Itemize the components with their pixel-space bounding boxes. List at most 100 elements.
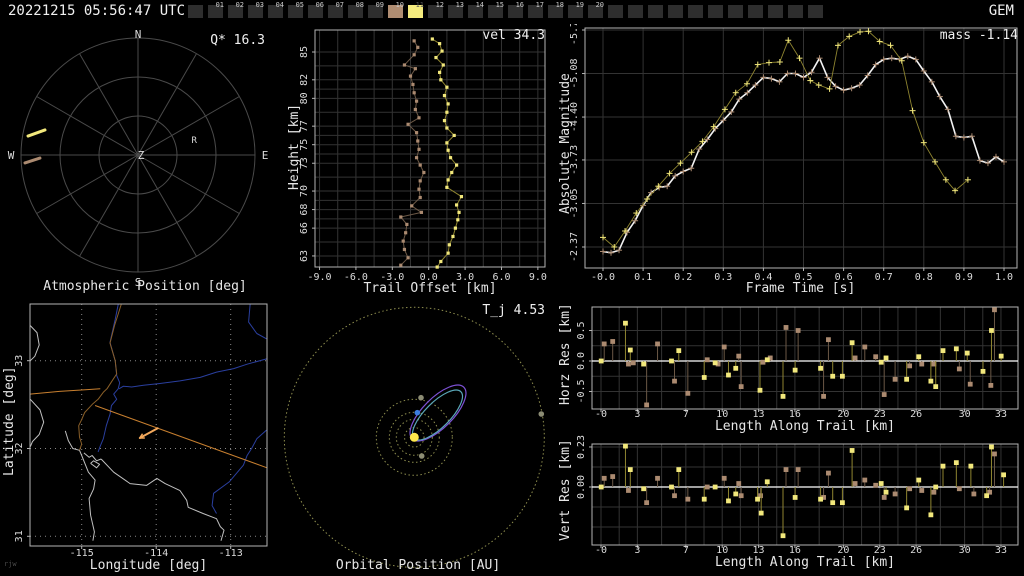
frame-number: 04 — [275, 1, 284, 9]
data-point — [715, 361, 721, 367]
data-point — [445, 185, 449, 189]
data-point — [736, 353, 742, 359]
tick-label: 0.5 — [794, 272, 812, 283]
frame-slot-blank[interactable] — [728, 5, 743, 18]
radiant-marker: R — [191, 136, 197, 146]
tick-label: 20 — [837, 545, 849, 556]
data-point — [931, 361, 937, 367]
data-point — [933, 384, 939, 390]
frame-slot-02[interactable]: 02 — [228, 1, 244, 18]
frame-slot-05[interactable]: 05 — [288, 1, 304, 18]
tick-label: 7 — [683, 545, 689, 556]
frame-slot-07[interactable]: 07 — [328, 1, 344, 18]
frame-slot-blank[interactable] — [708, 5, 723, 18]
data-point — [892, 376, 898, 382]
data-point — [412, 91, 416, 95]
frame-slot-10[interactable]: 10 — [388, 1, 404, 18]
tick-label: -6.0 — [344, 272, 368, 283]
data-point — [919, 361, 925, 367]
rivers — [248, 304, 267, 340]
data-point — [418, 179, 422, 183]
frame-slot-16[interactable]: 16 — [508, 1, 524, 18]
frame-slot-20[interactable]: 20 — [588, 1, 604, 18]
tick-label: W — [8, 149, 15, 162]
data-point — [916, 354, 922, 360]
tick-label: 1.0 — [995, 272, 1013, 283]
data-point — [892, 491, 898, 497]
frame-slot-14[interactable]: 14 — [468, 1, 484, 18]
data-point — [862, 344, 868, 350]
data-point — [448, 156, 453, 160]
data-point — [852, 481, 858, 486]
tick-label: 16 — [789, 409, 801, 420]
data-point — [442, 93, 447, 98]
camera-11-lightcurve — [600, 28, 971, 250]
frame-slot-blank[interactable] — [648, 5, 663, 18]
data-point — [764, 357, 770, 363]
rivers — [97, 304, 267, 514]
tick-label: S — [135, 276, 142, 289]
data-point — [598, 358, 604, 364]
frame-slot-01[interactable]: 01 — [208, 1, 224, 18]
data-point — [940, 348, 946, 354]
frame-slot-blank[interactable] — [628, 5, 643, 18]
data-point — [733, 365, 739, 371]
data-point — [454, 163, 459, 167]
frame-number: 17 — [535, 1, 544, 9]
frame-number: 08 — [355, 1, 364, 9]
frame-slot-blank[interactable] — [748, 5, 763, 18]
frame-slot-12[interactable]: 12 — [428, 1, 444, 18]
data-point — [408, 74, 413, 78]
data-point — [984, 493, 990, 499]
data-point — [414, 99, 419, 103]
data-point — [987, 489, 993, 495]
frame-slot-04[interactable]: 04 — [268, 1, 284, 18]
tick-label: N — [135, 28, 142, 41]
data-point — [457, 210, 461, 214]
frame-number: 12 — [435, 1, 444, 9]
tick-label: 0.3 — [714, 272, 732, 283]
data-point — [736, 481, 742, 486]
frame-slot-blank[interactable] — [688, 5, 703, 18]
frame-slot-08[interactable]: 08 — [348, 1, 364, 18]
data-point — [904, 376, 910, 382]
tick-label: 10 — [716, 545, 728, 556]
longitude-xlabel: Longitude [deg] — [89, 558, 208, 573]
frame-slot-blank[interactable] — [808, 5, 823, 18]
frame-slot-15[interactable]: 15 — [488, 1, 504, 18]
tick-label: 0.0 — [576, 352, 587, 370]
data-point — [685, 496, 691, 502]
data-point — [953, 460, 959, 466]
coastline — [100, 458, 225, 541]
frame-slot-19[interactable]: 19 — [568, 1, 584, 18]
frame-slot-blank[interactable] — [668, 5, 683, 18]
data-point — [610, 474, 616, 479]
data-point — [446, 148, 450, 152]
frame-slot-blank[interactable] — [788, 5, 803, 18]
data-point — [601, 341, 607, 347]
frame-selector-strip: 01 02 03 04 05 06 07 08 09 10 11 12 13 14 15 16 17 18 19 20 — [188, 1, 828, 21]
tick-label: -3.0 — [380, 272, 404, 283]
frame-slot-blank[interactable] — [608, 5, 623, 18]
data-point — [405, 222, 409, 227]
velocity-value: vel 34.3 — [482, 28, 545, 43]
tick-label: -113 — [219, 548, 243, 559]
tick-label: 13 — [753, 545, 765, 556]
data-point — [738, 493, 744, 499]
rivers — [118, 358, 267, 390]
tick-label: 68 — [299, 204, 310, 216]
frame-slot-06[interactable]: 06 — [308, 1, 324, 18]
data-point — [672, 493, 677, 499]
data-point — [446, 102, 450, 106]
frame-slot-17[interactable]: 17 — [528, 1, 544, 18]
frame-slot-blank[interactable] — [768, 5, 783, 18]
frame-slot-03[interactable]: 03 — [248, 1, 264, 18]
frame-slot-18[interactable]: 18 — [548, 1, 564, 18]
frame-slot-blank[interactable] — [188, 5, 203, 18]
data-point — [755, 496, 760, 502]
frame-slot-13[interactable]: 13 — [448, 1, 464, 18]
tick-label: 26 — [910, 409, 922, 420]
data-point — [641, 361, 647, 367]
frame-slot-11[interactable]: 11 — [408, 1, 424, 18]
frame-slot-09[interactable]: 09 — [368, 1, 384, 18]
